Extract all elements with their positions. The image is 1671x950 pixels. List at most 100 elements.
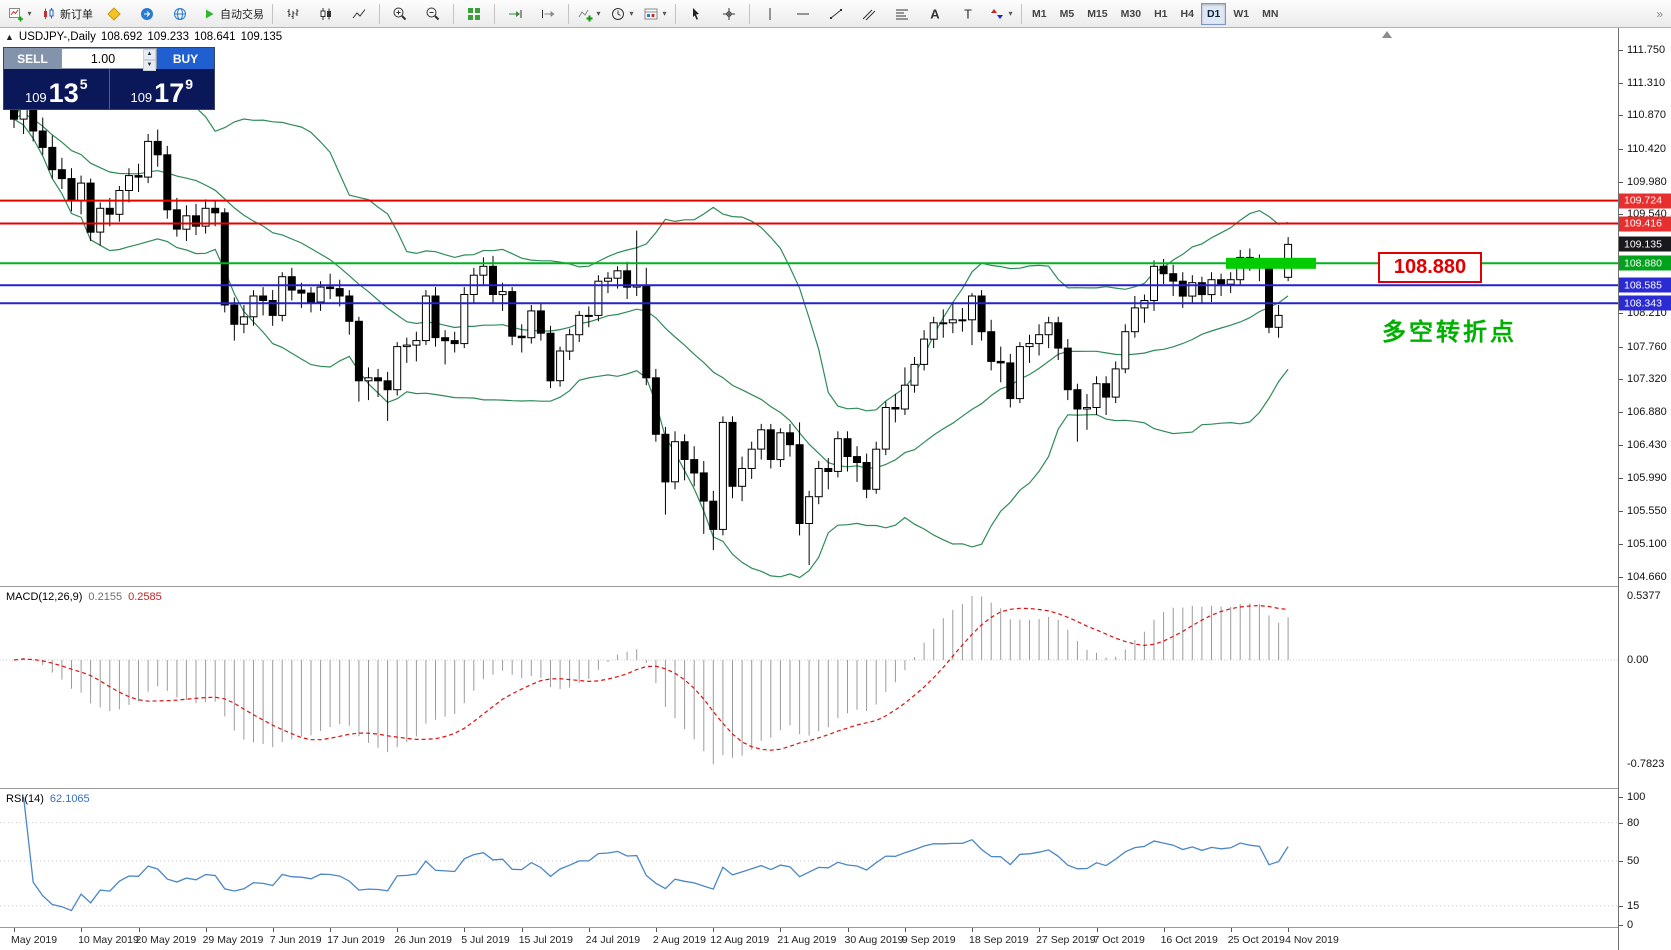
autotrading-play-icon bbox=[206, 9, 214, 18]
autotrading-button[interactable]: 自动交易 bbox=[197, 2, 268, 26]
symbol-period-label: USDJPY-,Daily bbox=[18, 31, 96, 43]
zoom-in-button[interactable] bbox=[384, 2, 416, 26]
price-tick-label: 110.420 bbox=[1627, 142, 1666, 155]
date-tick-label: 7 Oct 2019 bbox=[1093, 934, 1145, 946]
price-tick-label: 107.760 bbox=[1627, 340, 1667, 353]
date-tick-label: 5 Jul 2019 bbox=[461, 934, 510, 946]
macd-panel-splitter[interactable] bbox=[0, 586, 1671, 587]
price-tick-label: 107.320 bbox=[1627, 373, 1667, 386]
date-axis-separator bbox=[0, 927, 1671, 928]
timeframe-h4[interactable]: H4 bbox=[1180, 7, 1194, 20]
time-axis[interactable]: May 2019 10 May 2019 20 May 2019 29 May 201… bbox=[0, 928, 1618, 950]
price-chart-canvas[interactable] bbox=[0, 27, 1618, 588]
buy-button[interactable]: BUY bbox=[157, 48, 214, 69]
date-tick-label: 27 Sep 2019 bbox=[1036, 934, 1096, 946]
sell-button[interactable]: SELL bbox=[4, 48, 61, 69]
mql-community-button[interactable] bbox=[131, 2, 163, 26]
timeframe-m1[interactable]: M1 bbox=[1032, 7, 1047, 20]
date-tick-label: 16 Oct 2019 bbox=[1160, 934, 1218, 946]
macd-axis-min-label: -0.7823 bbox=[1627, 758, 1665, 771]
text-a-icon: A bbox=[930, 6, 940, 21]
scroll-up-icon[interactable] bbox=[1382, 31, 1392, 38]
arrows-tool-button[interactable]: ▾ bbox=[985, 2, 1017, 26]
date-tick-label: 15 Jul 2019 bbox=[518, 934, 573, 946]
price-tick bbox=[1619, 115, 1623, 117]
new-order-label: 新订单 bbox=[60, 8, 93, 21]
indicators-button[interactable]: ▾ bbox=[573, 2, 605, 26]
news-button[interactable] bbox=[164, 2, 196, 26]
zoom-in-icon bbox=[393, 7, 407, 20]
new-order-icon bbox=[44, 7, 54, 19]
buy-price[interactable]: 109 17 9 bbox=[108, 69, 215, 109]
periods-button[interactable]: ▾ bbox=[606, 2, 638, 26]
channel-icon bbox=[862, 9, 876, 20]
date-tick-label: 4 Nov 2019 bbox=[1285, 934, 1339, 946]
timeframe-mn[interactable]: MN bbox=[1262, 7, 1279, 20]
date-tick-label: 10 May 2019 bbox=[78, 934, 139, 946]
tile-windows-button[interactable] bbox=[458, 2, 490, 26]
label-tool-button[interactable]: T bbox=[952, 2, 984, 26]
trendline-tool-button[interactable] bbox=[820, 2, 852, 26]
volume-down-icon[interactable]: ▼ bbox=[143, 60, 156, 71]
auto-scroll-button[interactable] bbox=[499, 2, 531, 26]
timeframe-m5[interactable]: M5 bbox=[1059, 7, 1075, 20]
rsi-tick-label: 0 bbox=[1627, 919, 1634, 931]
timeframe-m30[interactable]: M30 bbox=[1120, 7, 1142, 20]
new-order-button[interactable]: 新订单 bbox=[37, 2, 97, 26]
collapse-one-click-icon[interactable]: ▲ bbox=[5, 32, 14, 42]
rsi-value: 62.1065 bbox=[49, 793, 90, 805]
sell-price[interactable]: 109 13 5 bbox=[4, 69, 109, 109]
crosshair-icon bbox=[723, 7, 735, 20]
toolbar-more-icon[interactable]: » bbox=[1656, 6, 1663, 21]
line-chart-button[interactable] bbox=[343, 2, 375, 26]
channel-tool-button[interactable] bbox=[853, 2, 885, 26]
rsi-tick bbox=[1619, 822, 1623, 824]
dropdown-caret-icon: ▾ bbox=[629, 9, 634, 18]
date-tick-label: 12 Aug 2019 bbox=[710, 934, 770, 946]
date-tick bbox=[521, 928, 523, 932]
date-tick bbox=[1039, 928, 1041, 932]
low-value: 108.641 bbox=[193, 31, 236, 43]
timeframe-w1[interactable]: W1 bbox=[1233, 7, 1250, 20]
date-tick bbox=[780, 928, 782, 932]
vertical-line-tool-button[interactable] bbox=[754, 2, 786, 26]
fibonacci-tool-button[interactable] bbox=[886, 2, 918, 26]
macd-canvas[interactable] bbox=[0, 587, 1618, 787]
templates-button[interactable]: ▾ bbox=[639, 2, 671, 26]
chart-title: ▲ USDJPY-,Daily 108.692 109.233 108.641 109.1… bbox=[5, 31, 287, 43]
rsi-panel-splitter[interactable] bbox=[0, 788, 1671, 789]
date-tick bbox=[1288, 928, 1290, 932]
date-tick-label: 24 Jul 2019 bbox=[585, 934, 641, 946]
rsi-indicator-label: RSI(14) 62.1065 bbox=[6, 793, 90, 805]
new-chart-button[interactable]: ▾ bbox=[4, 2, 36, 26]
timeframe-m15[interactable]: M15 bbox=[1087, 7, 1108, 20]
timeframe-d1[interactable]: D1 bbox=[1200, 2, 1227, 25]
rsi-canvas[interactable] bbox=[0, 789, 1618, 928]
open-value: 108.692 bbox=[100, 31, 143, 43]
mql-community-icon bbox=[141, 7, 153, 20]
price-axis[interactable]: 0.5377 0.00 -0.7823 111.750 111.310 110.87… bbox=[1618, 0, 1671, 950]
volume-up-icon[interactable]: ▲ bbox=[143, 49, 156, 60]
price-tick bbox=[1619, 577, 1623, 578]
text-tool-button[interactable]: A bbox=[919, 2, 951, 26]
volume-input[interactable] bbox=[62, 49, 156, 68]
bar-chart-button[interactable] bbox=[277, 2, 309, 26]
price-badge: 108.880 bbox=[1619, 255, 1671, 271]
rsi-tick-label: 15 bbox=[1627, 899, 1640, 912]
chart-shift-button[interactable] bbox=[532, 2, 564, 26]
zoom-out-button[interactable] bbox=[417, 2, 449, 26]
crosshair-tool-button[interactable] bbox=[713, 2, 745, 26]
candlestick-chart-button[interactable] bbox=[310, 2, 342, 26]
horizontal-line-tool-button[interactable] bbox=[787, 2, 819, 26]
metaeditor-button[interactable] bbox=[98, 2, 130, 26]
toolbar-separator bbox=[272, 3, 273, 24]
price-badge: 108.343 bbox=[1619, 295, 1671, 311]
price-tick-label: 105.990 bbox=[1627, 472, 1667, 485]
dropdown-caret-icon: ▾ bbox=[596, 9, 601, 18]
timeframe-h1[interactable]: H1 bbox=[1154, 7, 1168, 20]
cursor-tool-button[interactable] bbox=[680, 2, 712, 26]
toolbar-separator bbox=[675, 3, 676, 24]
price-tick-label: 106.880 bbox=[1627, 406, 1667, 418]
buy-price-pip: 9 bbox=[185, 76, 194, 92]
